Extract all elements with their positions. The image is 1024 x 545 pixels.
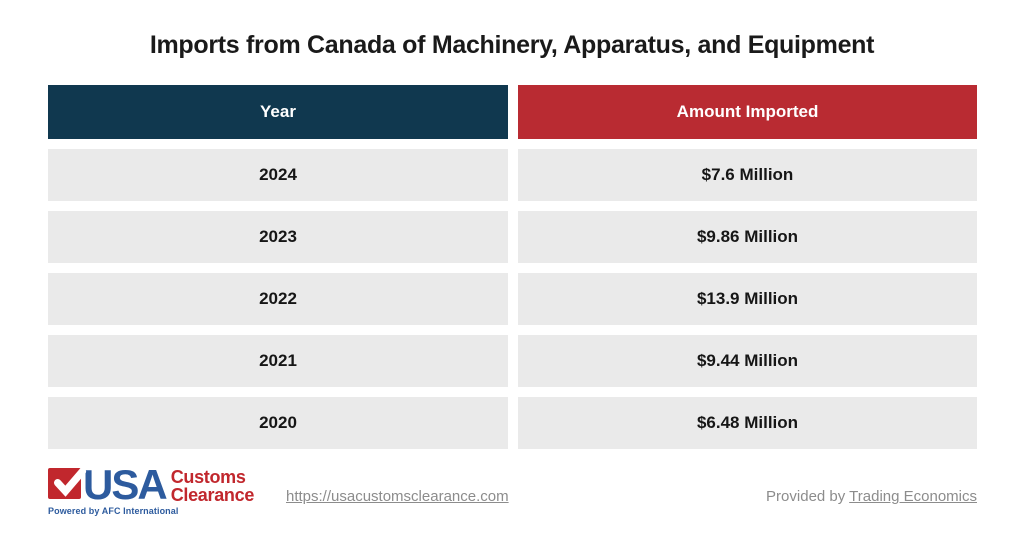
year-cell: 2020 [48,397,508,449]
logo-clearance-line: Clearance [170,485,255,505]
logo-customs-line: Customs [170,467,246,487]
year-cell: 2023 [48,211,508,263]
amount-cell: $9.44 Million [518,335,977,387]
trading-economics-link[interactable]: Trading Economics [849,488,977,505]
usa-customs-clearance-logo: USA Customs Clearance Powered by AFC Int… [48,461,255,516]
year-cell: 2024 [48,149,508,201]
year-cell: 2021 [48,335,508,387]
attribution: Provided by Trading Economics [766,488,977,505]
logo-powered-by-text: Powered by AFC International [48,506,179,516]
column-header-amount: Amount Imported [518,85,977,139]
website-link[interactable]: https://usacustomsclearance.com [286,488,509,505]
year-cell: 2022 [48,273,508,325]
provided-by-label: Provided by [766,488,850,505]
amount-cell: $6.48 Million [518,397,977,449]
footer: USA Customs Clearance Powered by AFC Int… [48,462,977,522]
page-title: Imports from Canada of Machinery, Appara… [149,31,875,59]
amount-cell: $7.6 Million [518,149,977,201]
checkmark-icon [48,467,87,499]
amount-cell: $13.9 Million [518,273,977,325]
logo-customs-clearance-text: Customs Clearance [170,467,255,505]
column-header-year: Year [48,85,508,139]
amount-cell: $9.86 Million [518,211,977,263]
imports-table: Year Amount Imported 2024 $7.6 Million 2… [48,85,977,449]
logo-usa-text: USA [83,461,168,508]
